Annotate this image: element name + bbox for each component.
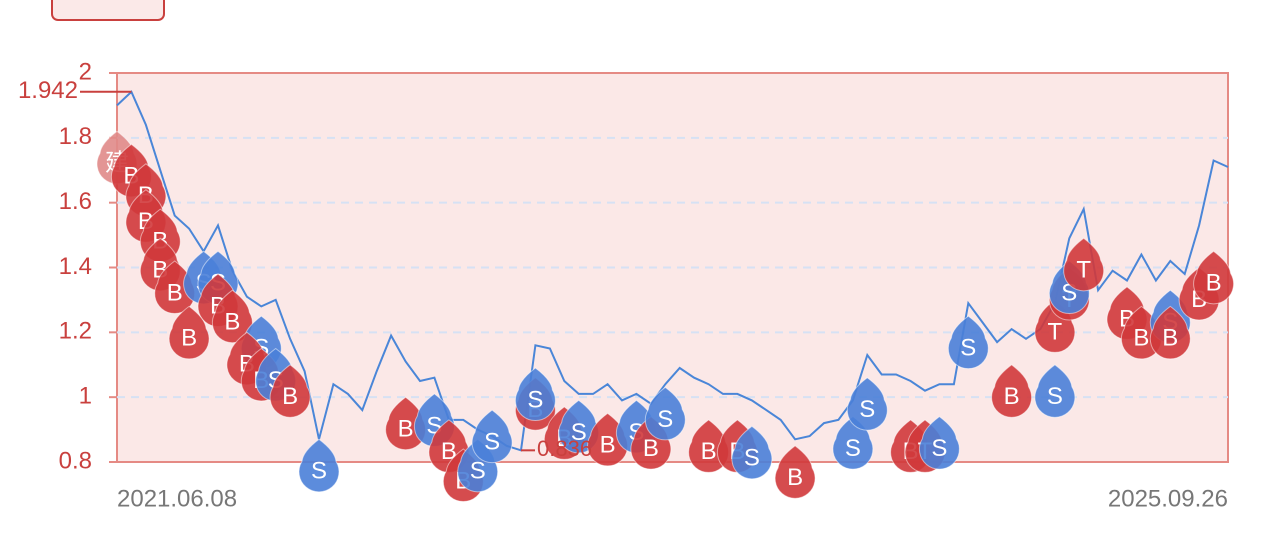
y-tick-label: 1.4 — [59, 253, 92, 280]
trade-marker — [211, 289, 253, 344]
trade-marker-label: S — [571, 419, 587, 446]
trade-marker — [774, 445, 816, 499]
trade-marker-label: B — [1162, 325, 1178, 352]
trade-marker — [1034, 364, 1076, 418]
trade-marker-label: S — [311, 458, 327, 485]
trade-marker-label: S — [484, 428, 500, 455]
x-tick-label: 2025.09.26 — [1108, 485, 1228, 512]
trade-marker-label: B — [224, 309, 240, 336]
trade-marker-label: S — [527, 386, 543, 413]
trade-marker — [168, 305, 210, 360]
trade-marker-label: B — [1206, 270, 1222, 297]
trade-marker — [269, 364, 311, 418]
x-tick-label: 2021.06.08 — [117, 485, 237, 512]
trade-marker-label: S — [744, 445, 760, 472]
y-tick-label: 1 — [79, 383, 92, 410]
trade-marker-label: S — [960, 334, 976, 361]
trade-marker — [1149, 305, 1191, 360]
trade-marker-label: S — [657, 406, 673, 433]
trade-marker-label: B — [398, 416, 414, 443]
trade-marker — [1063, 237, 1105, 292]
trade-marker-label: S — [931, 435, 947, 462]
trade-marker-label: B — [181, 325, 197, 352]
top-button[interactable] — [51, 0, 165, 21]
trade-marker-label: B — [282, 383, 298, 410]
min-label: 0.836 — [537, 436, 592, 461]
trade-marker — [644, 386, 686, 441]
trade-marker-label: B — [787, 464, 803, 491]
trade-marker-label: B — [600, 432, 616, 459]
trade-marker-label: B — [167, 279, 183, 306]
trade-marker — [918, 415, 960, 470]
trade-marker-label: B — [1004, 383, 1020, 410]
trade-marker — [846, 377, 888, 431]
trade-marker — [1193, 250, 1235, 305]
y-tick-label: 1.8 — [59, 123, 92, 150]
max-label: 1.942 — [18, 77, 78, 104]
trade-marker-label: T — [1048, 318, 1063, 345]
trade-marker-label: B — [1133, 325, 1149, 352]
trade-marker — [298, 438, 340, 493]
trade-marker-label: S — [859, 396, 875, 423]
y-tick-label: 0.8 — [59, 447, 92, 474]
trade-marker-label: B — [701, 438, 717, 465]
trade-marker — [991, 364, 1033, 418]
trade-marker — [514, 367, 556, 421]
trade-marker — [947, 315, 989, 370]
trade-marker-label: S — [470, 458, 486, 485]
y-tick-label: 1.2 — [59, 318, 92, 345]
trade-marker-label: S — [845, 435, 861, 462]
trade-marker-label: T — [1076, 257, 1091, 284]
y-tick-label: 2 — [79, 58, 92, 85]
y-tick-label: 1.6 — [59, 188, 92, 215]
trade-marker-label: S — [1047, 383, 1063, 410]
trade-marker — [471, 409, 513, 464]
trade-marker — [731, 425, 773, 480]
trade-marker-label: B — [643, 435, 659, 462]
